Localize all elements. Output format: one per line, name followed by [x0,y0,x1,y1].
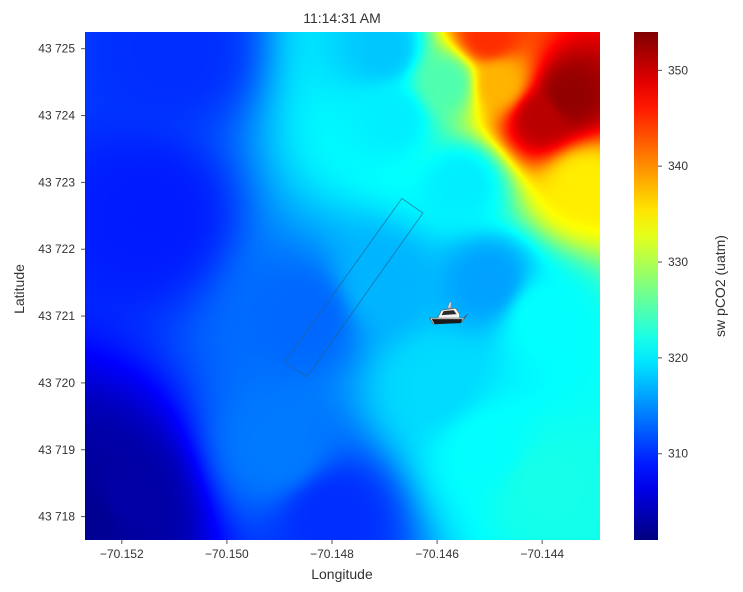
y-tick-label: 43 718 [38,510,75,524]
y-tick-label: 43 719 [38,443,75,457]
y-tick-label: 43 724 [38,109,75,123]
x-tick-label: −70.146 [415,547,459,561]
y-tick-label: 43 725 [38,42,75,56]
colorbar-tick-label: 320 [668,351,688,365]
x-tick-label: −70.152 [100,547,144,561]
plot-area [85,32,600,540]
heatmap-field [85,32,600,540]
chart-title: 11:14:31 AM [303,10,381,26]
y-tick-label: 43 722 [38,242,75,256]
colorbar-ticks: 310 320 330 340 350 [658,63,688,461]
colorbar-tick-label: 350 [668,63,688,77]
x-tick-label: −70.150 [205,547,249,561]
boat-icon [428,301,468,325]
y-axis-ticks: 43 718 43 719 43 720 43 721 43 722 43 723 43 7… [38,42,85,524]
y-tick-label: 43 720 [38,376,75,390]
y-tick-label: 43 721 [38,309,75,323]
x-axis-label: Longitude [311,566,373,582]
y-axis-label: Latitude [11,264,27,314]
x-axis-ticks: −70.152 −70.150 −70.148 −70.146 −70.144 [100,540,564,561]
colorbar-label: sw pCO2 (uatm) [712,235,728,337]
transect-box [284,197,424,378]
y-tick-label: 43 723 [38,175,75,189]
colorbar-gradient [634,32,658,540]
x-tick-label: −70.148 [310,547,354,561]
x-tick-label: −70.144 [520,547,564,561]
colorbar: 310 320 330 340 350 sw pCO2 (uatm) [634,32,728,540]
colorbar-tick-label: 310 [668,447,688,461]
colorbar-tick-label: 340 [668,159,688,173]
colorbar-tick-label: 330 [668,255,688,269]
